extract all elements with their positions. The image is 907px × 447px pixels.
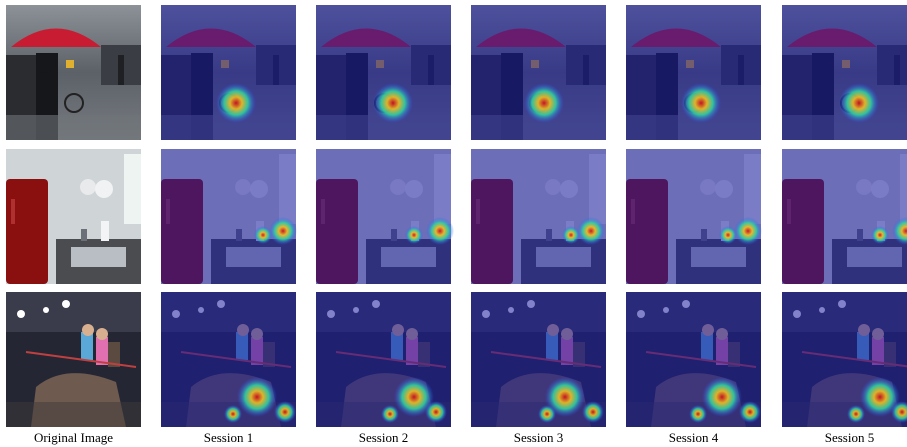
activation (524, 83, 564, 123)
activation (405, 226, 423, 244)
activation (734, 217, 762, 245)
activation (254, 226, 272, 244)
activation (394, 377, 434, 417)
overlay (626, 149, 761, 284)
activation (538, 405, 556, 423)
heatmap-image (316, 292, 451, 427)
column-label: Session 1 (204, 430, 253, 445)
activation (381, 405, 399, 423)
scene (6, 149, 141, 284)
heatmap-image (782, 5, 907, 140)
heatmap-image (471, 5, 606, 140)
activation (425, 401, 447, 423)
activation (373, 83, 413, 123)
activation (702, 377, 742, 417)
heatmap-image (161, 292, 296, 427)
scene (6, 5, 141, 140)
activation (216, 83, 256, 123)
activation (562, 226, 580, 244)
activation (847, 405, 865, 423)
activation (860, 377, 900, 417)
heatmap-image (626, 149, 762, 284)
heatmap-image (626, 5, 761, 140)
activation (426, 217, 454, 245)
overlay (471, 149, 606, 284)
overlay (316, 149, 451, 284)
overlay (782, 5, 907, 140)
overlay (161, 149, 296, 284)
column-label: Session 5 (825, 430, 874, 445)
column-label: Session 3 (514, 430, 563, 445)
column-label: Original Image (34, 430, 113, 445)
column-label: Session 2 (359, 430, 408, 445)
activation (582, 401, 604, 423)
original-image (6, 292, 141, 427)
activation (739, 401, 761, 423)
heatmap-image (161, 5, 296, 140)
heatmap-image (626, 292, 761, 427)
activation (269, 217, 297, 245)
activation (839, 83, 879, 123)
scene (6, 292, 141, 427)
original-image (6, 149, 141, 284)
activation (577, 217, 605, 245)
activation (719, 226, 737, 244)
activation (237, 377, 277, 417)
heatmap-image (161, 149, 297, 284)
heatmap-image (471, 292, 606, 427)
heatmap-image (471, 149, 606, 284)
activation (274, 401, 296, 423)
heatmap-image (316, 149, 454, 284)
activation (892, 217, 907, 245)
column-label: Session 4 (669, 430, 719, 445)
activation (681, 83, 721, 123)
activation (545, 377, 585, 417)
activation (891, 401, 907, 423)
activation (871, 226, 889, 244)
image-grid (6, 5, 907, 427)
heatmap-image (782, 149, 907, 284)
heatmap-image (316, 5, 451, 140)
activation (689, 405, 707, 423)
overlay (782, 149, 907, 284)
activation (224, 405, 242, 423)
heatmap-image (782, 292, 907, 427)
original-image (6, 5, 141, 140)
